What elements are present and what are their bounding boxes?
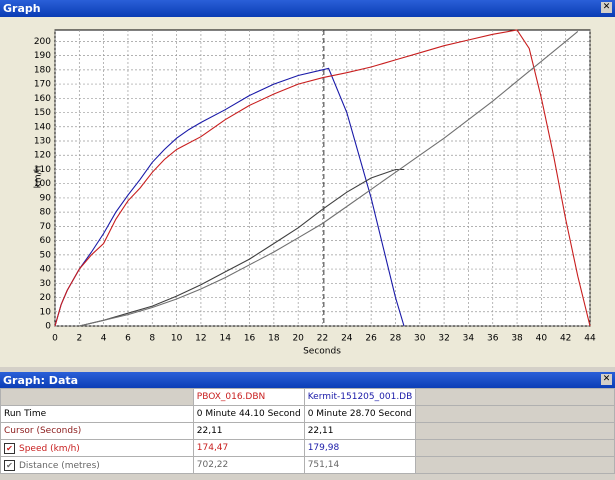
x-tick-label: 0 — [52, 334, 58, 344]
graph-titlebar: Graph ✕ — [0, 0, 615, 17]
y-tick-label: 40 — [40, 265, 52, 275]
chart: Seconds km/h 010203040506070809010011012… — [0, 17, 615, 367]
cell: 174,47 — [192, 439, 305, 457]
series-line — [79, 168, 404, 327]
x-tick-label: 6 — [125, 334, 131, 344]
x-tick-label: 18 — [268, 334, 280, 344]
series-line — [54, 29, 591, 327]
checkbox[interactable]: ✔ — [4, 459, 15, 471]
y-tick-label: 110 — [34, 165, 51, 175]
y-tick-label: 200 — [34, 37, 51, 47]
row-label: Cursor (Seconds) — [0, 422, 194, 440]
close-button[interactable]: ✕ — [601, 2, 612, 13]
y-tick-label: 80 — [40, 208, 52, 218]
x-tick-label: 24 — [341, 334, 353, 344]
y-tick-label: 90 — [40, 193, 52, 203]
x-tick-label: 10 — [171, 334, 183, 344]
cell: 22,11 — [303, 422, 417, 440]
row-label: Distance (metres) — [19, 460, 100, 471]
series-line — [79, 30, 579, 327]
y-axis-label: km/h — [34, 166, 44, 189]
y-tick-label: 30 — [40, 279, 52, 289]
x-tick-label: 34 — [463, 334, 475, 344]
window-title: Graph — [3, 2, 41, 15]
y-tick-label: 60 — [40, 236, 52, 246]
y-tick-label: 160 — [34, 94, 51, 104]
window-title: Graph: Data — [3, 374, 79, 387]
x-tick-label: 4 — [101, 334, 107, 344]
x-tick-label: 32 — [438, 334, 449, 344]
x-tick-label: 36 — [487, 334, 499, 344]
cell: 702,22 — [192, 456, 305, 474]
x-tick-label: 28 — [390, 334, 402, 344]
y-tick-label: 0 — [45, 322, 51, 332]
data-titlebar: Graph: Data ✕ — [0, 372, 615, 389]
row-label: Run Time — [0, 405, 194, 423]
header-cell: PBOX_016.DBN — [192, 388, 305, 406]
y-tick-label: 50 — [40, 250, 52, 260]
y-tick-label: 120 — [34, 151, 51, 161]
x-tick-label: 44 — [584, 334, 596, 344]
close-button[interactable]: ✕ — [601, 374, 612, 385]
y-tick-label: 70 — [40, 222, 52, 232]
cell: 0 Minute 44.10 Second — [192, 405, 305, 423]
x-tick-label: 22 — [317, 334, 328, 344]
y-tick-label: 10 — [40, 307, 52, 317]
y-tick-label: 140 — [34, 122, 51, 132]
cell: 179,98 — [303, 439, 417, 457]
x-tick-label: 26 — [365, 334, 377, 344]
series-line — [54, 67, 405, 327]
y-tick-label: 130 — [34, 137, 51, 147]
y-tick-label: 180 — [34, 65, 51, 75]
x-tick-label: 30 — [414, 334, 426, 344]
x-tick-label: 20 — [292, 334, 304, 344]
y-tick-label: 100 — [34, 179, 51, 189]
x-tick-label: 14 — [220, 334, 232, 344]
y-tick-label: 20 — [40, 293, 52, 303]
y-tick-label: 170 — [34, 80, 51, 90]
x-tick-label: 12 — [195, 334, 206, 344]
x-tick-label: 2 — [76, 334, 82, 344]
row-label: Speed (km/h) — [19, 443, 80, 454]
x-tick-label: 8 — [149, 334, 155, 344]
checkbox[interactable]: ✔ — [4, 442, 15, 454]
x-axis-label: Seconds — [303, 347, 341, 357]
x-tick-label: 38 — [511, 334, 523, 344]
header-cell: Kermit-151205_001.DB — [303, 388, 417, 406]
cell: 751,14 — [303, 456, 417, 474]
x-tick-label: 16 — [244, 334, 256, 344]
x-tick-label: 42 — [560, 334, 571, 344]
cell: 0 Minute 28.70 Second — [303, 405, 417, 423]
y-tick-label: 190 — [34, 51, 51, 61]
y-tick-label: 150 — [34, 108, 51, 118]
x-tick-label: 40 — [536, 334, 548, 344]
data-table: PBOX_016.DBN Kermit-151205_001.DB Run Ti… — [0, 388, 615, 474]
cell: 22,11 — [192, 422, 305, 440]
